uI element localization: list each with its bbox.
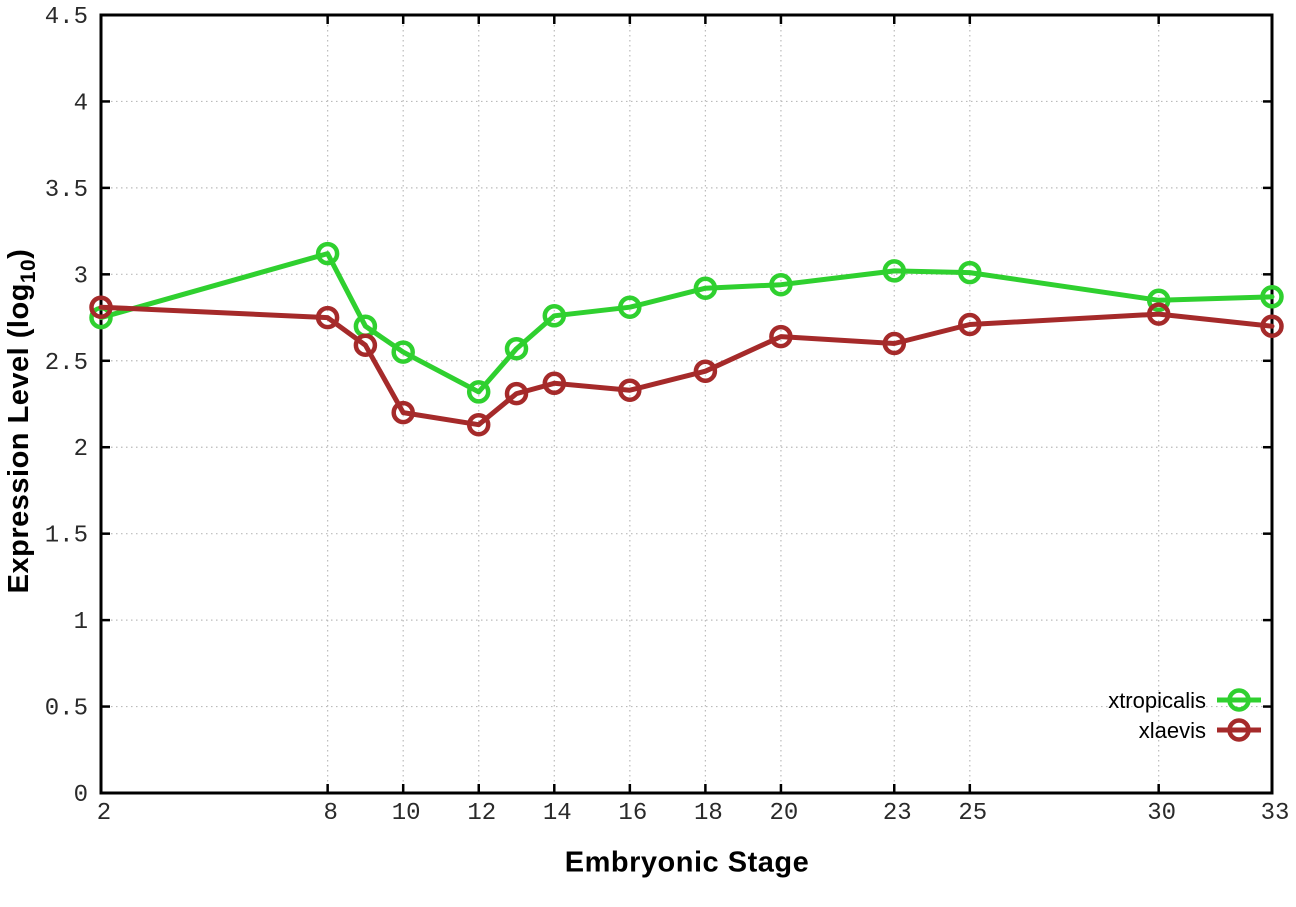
data-point: [504, 381, 529, 406]
y-tick-label: 4: [74, 90, 88, 117]
data-point: [958, 312, 982, 337]
axis-ticks: [99, 13, 1274, 795]
x-tick-label: 14: [543, 800, 572, 827]
y-axis-title-text: Expression Level (log: [3, 283, 36, 594]
gridlines: [101, 15, 1272, 793]
series-xtropicalis: [89, 241, 1284, 404]
data-point: [882, 331, 907, 356]
data-point: [693, 359, 718, 383]
legend-sample-marker: [1227, 718, 1251, 742]
x-tick-label: 8: [323, 800, 337, 827]
x-tick-label: 18: [694, 800, 723, 827]
y-tick-label: 2.5: [45, 350, 88, 377]
legend-label-xtropicalis: xtropicalis: [1108, 688, 1206, 713]
data-point: [1260, 314, 1284, 338]
data-point: [1146, 302, 1171, 326]
y-axis-title-subscript: 10: [16, 258, 40, 284]
x-axis-title: Embryonic Stage: [564, 846, 810, 879]
data-point: [504, 336, 529, 361]
data-point: [542, 371, 567, 396]
legend: xtropicalis xlaevis: [1108, 688, 1261, 743]
data-point: [89, 295, 113, 319]
legend-sample-marker: [1227, 688, 1251, 712]
data-point: [1146, 288, 1171, 313]
x-tick-labels: 2 8 10 12 14 16 18 20 23 25 30 33: [97, 800, 1290, 827]
data-point: [353, 333, 378, 357]
y-tick-label: 1.5: [45, 523, 88, 550]
data-point: [693, 276, 718, 300]
data-point: [769, 324, 793, 349]
x-tick-label: 30: [1147, 800, 1176, 827]
data-point: [315, 305, 340, 330]
x-tick-label: 20: [770, 800, 799, 827]
data-point: [882, 259, 907, 283]
y-axis-title: Expression Level (log10): [3, 249, 41, 594]
legend-label-xlaevis: xlaevis: [1139, 718, 1206, 743]
data-point: [315, 241, 340, 266]
data-point: [466, 412, 491, 437]
x-tick-label: 25: [958, 800, 987, 827]
data-point: [542, 304, 567, 328]
y-axis-title-close: ): [3, 248, 36, 259]
x-tick-label: 33: [1261, 800, 1290, 827]
series-xlaevis: [89, 295, 1284, 437]
data-point: [466, 380, 491, 404]
x-tick-label: 16: [618, 800, 647, 827]
y-tick-labels: 0 0.5 1 1.5 2 2.5 3 3.5 4 4.5: [45, 4, 88, 809]
data-point: [958, 260, 982, 285]
y-tick-label: 0.5: [45, 696, 88, 723]
x-tick-label: 2: [97, 800, 111, 827]
x-tick-label: 12: [467, 800, 496, 827]
x-tick-label: 23: [883, 800, 912, 827]
data-point: [618, 295, 642, 319]
x-tick-label: 10: [392, 800, 421, 827]
y-tick-label: 4.5: [45, 4, 88, 31]
data-point: [769, 272, 793, 297]
plot-border: [99, 13, 1274, 795]
series-line-xlaevis: [98, 304, 1275, 428]
data-point: [618, 378, 642, 402]
data-point: [1260, 285, 1284, 309]
y-tick-label: 3.5: [45, 177, 88, 204]
y-tick-label: 3: [74, 263, 88, 290]
data-point: [391, 400, 415, 425]
y-tick-label: 0: [74, 782, 88, 809]
y-tick-label: 1: [74, 609, 88, 636]
data-point: [391, 340, 415, 364]
y-tick-label: 2: [74, 436, 88, 463]
